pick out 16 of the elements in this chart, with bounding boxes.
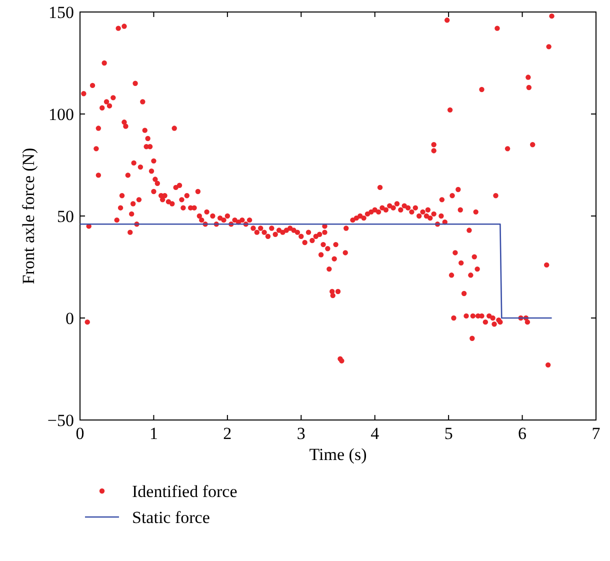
y-tick-label: 100 <box>48 105 74 124</box>
y-tick-label: −50 <box>47 411 74 430</box>
x-tick-label: 4 <box>370 424 380 443</box>
x-axis-title: Time (s) <box>309 445 367 464</box>
x-tick-label: 2 <box>223 424 232 443</box>
y-tick-label: 50 <box>57 207 74 226</box>
x-tick-label: 3 <box>296 424 306 443</box>
x-tick-label: 1 <box>149 424 158 443</box>
x-tick-label: 7 <box>592 424 601 443</box>
legend-label: Static force <box>132 508 210 527</box>
x-tick-label: 5 <box>444 424 453 443</box>
legend-label: Identified force <box>132 482 238 501</box>
y-axis-title: Front axle force (N) <box>19 148 38 284</box>
x-tick-label: 6 <box>518 424 527 443</box>
y-tick-label: 150 <box>48 3 74 22</box>
y-tick-label: 0 <box>66 309 74 328</box>
